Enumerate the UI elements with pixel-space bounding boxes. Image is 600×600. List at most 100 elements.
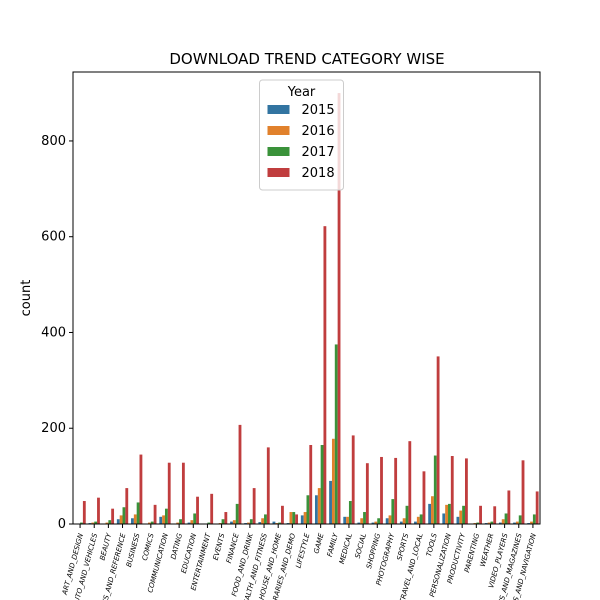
legend-label: 2015 <box>302 103 335 118</box>
legend-swatch <box>267 105 290 114</box>
bar <box>448 503 451 524</box>
bar <box>380 456 383 524</box>
y-tick-label: 400 <box>41 325 66 340</box>
legend-label: 2016 <box>302 124 335 139</box>
legend-swatch <box>267 168 290 177</box>
bar <box>306 495 310 524</box>
bar <box>431 496 434 524</box>
bar <box>125 488 129 524</box>
bar <box>487 522 491 524</box>
bar <box>249 519 253 524</box>
bar <box>116 519 120 524</box>
bar <box>278 522 282 524</box>
y-tick-label: 800 <box>41 134 66 149</box>
bar <box>193 513 197 524</box>
bar <box>264 514 267 524</box>
bar <box>428 503 432 524</box>
x-tick-label: BOOKS_AND_REFERENCE <box>97 532 128 600</box>
bar <box>442 513 446 524</box>
bar <box>394 457 398 524</box>
bar <box>374 521 378 524</box>
bar <box>159 516 163 524</box>
bar <box>377 518 381 524</box>
bar <box>303 512 307 524</box>
legend-swatch <box>267 147 290 156</box>
bar <box>108 520 112 524</box>
bar <box>164 508 168 524</box>
bar <box>513 522 516 524</box>
bar <box>261 518 265 524</box>
bar <box>295 514 299 524</box>
bar <box>402 518 406 524</box>
bar <box>493 506 497 524</box>
bar <box>498 522 502 524</box>
bar <box>80 522 83 524</box>
bar <box>320 444 324 524</box>
bar <box>479 505 482 524</box>
bar <box>235 503 239 524</box>
x-tick-label: FAMILY <box>326 532 340 558</box>
bar <box>532 514 536 524</box>
bar <box>323 226 327 524</box>
bar <box>314 495 318 524</box>
plot-frame <box>72 71 541 525</box>
x-tick-label: BUSINESS <box>125 532 142 568</box>
bar <box>408 441 412 524</box>
bar <box>210 493 214 524</box>
bar <box>122 507 126 524</box>
bar <box>179 519 182 524</box>
x-tick-label: FINANCE <box>225 532 241 564</box>
bar <box>266 447 270 524</box>
bar <box>131 518 134 524</box>
bar <box>416 516 420 524</box>
bar <box>94 521 98 524</box>
bar <box>422 471 426 524</box>
bar <box>365 463 369 524</box>
bar <box>281 505 284 524</box>
bar <box>360 518 364 524</box>
bar <box>490 521 494 524</box>
bar <box>363 512 366 524</box>
bar <box>139 454 143 524</box>
bar <box>456 516 460 524</box>
bar <box>419 514 423 524</box>
bar <box>252 488 256 524</box>
bar <box>348 501 352 524</box>
bar <box>501 519 505 524</box>
x-tick-label: SPORTS <box>396 532 411 561</box>
x-tick-label: BEAUTY <box>98 532 113 562</box>
bar <box>521 460 525 524</box>
x-tick-label: DATING <box>169 532 184 560</box>
bar <box>464 458 468 524</box>
bar <box>221 519 225 524</box>
bar <box>300 515 304 524</box>
bar <box>196 496 199 524</box>
bar <box>238 424 242 524</box>
bar <box>462 505 465 524</box>
bar <box>153 504 157 524</box>
bar <box>334 344 338 524</box>
bar <box>414 521 417 524</box>
bar <box>331 438 335 524</box>
y-axis-label: count <box>19 280 34 317</box>
bar <box>167 462 171 524</box>
bar <box>258 522 262 524</box>
y-tick-label: 0 <box>58 517 66 532</box>
bar <box>317 488 321 524</box>
bar <box>91 522 95 524</box>
bar <box>343 516 347 524</box>
legend-label: 2017 <box>302 145 335 160</box>
y-tick-label: 200 <box>41 421 66 436</box>
bar <box>346 516 349 524</box>
bar <box>224 512 228 524</box>
bar <box>289 512 293 524</box>
bar <box>162 515 165 524</box>
bar <box>247 522 250 524</box>
bar <box>105 522 109 524</box>
bar <box>207 522 211 524</box>
bar <box>187 522 191 524</box>
bar <box>119 515 123 524</box>
bar <box>176 522 180 524</box>
bar <box>371 522 375 524</box>
